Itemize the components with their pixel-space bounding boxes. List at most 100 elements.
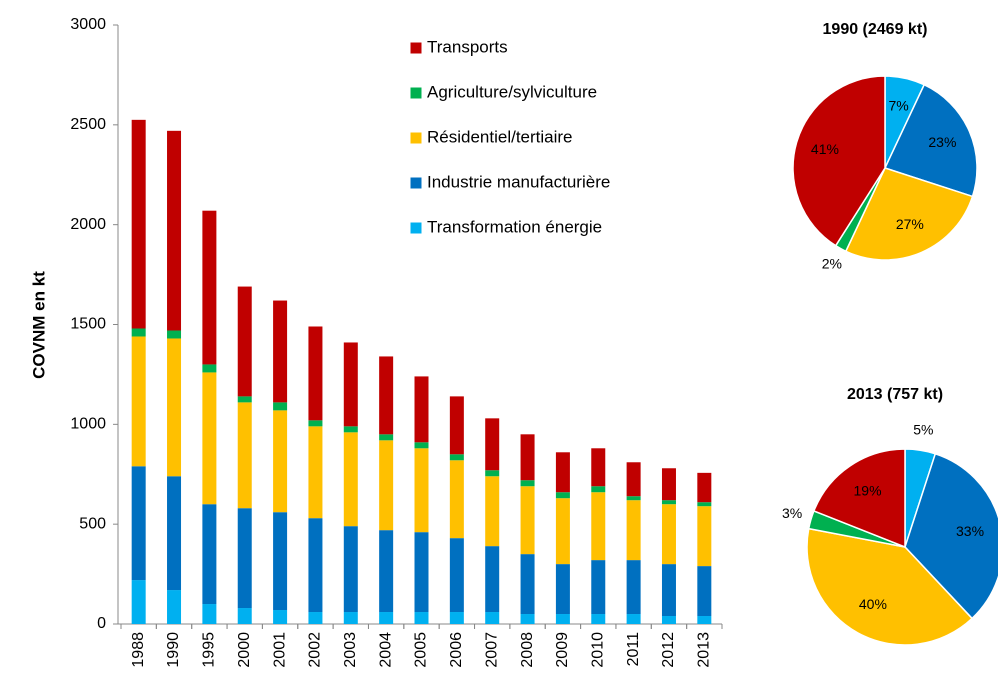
- bar-segment: [520, 486, 535, 555]
- bar-segment: [485, 612, 500, 624]
- bar-segment: [591, 560, 606, 615]
- bar-segment: [591, 614, 606, 624]
- bar-segment: [591, 492, 606, 561]
- bar-segment: [379, 612, 394, 624]
- x-tick-label: 2001: [271, 632, 288, 668]
- y-tick-label: 3000: [70, 16, 106, 33]
- bar-segment: [273, 610, 288, 624]
- pie-title: 2013 (757 kt): [847, 386, 943, 403]
- pie-label: 2%: [822, 255, 842, 271]
- bar-segment: [273, 410, 288, 513]
- bar-segment: [343, 526, 358, 613]
- bar-segment: [202, 372, 217, 505]
- bar-segment: [202, 604, 217, 624]
- legend-label: Transports: [427, 37, 508, 56]
- bar-segment: [379, 440, 394, 531]
- x-tick-label: 2004: [377, 632, 394, 668]
- bar-segment: [202, 364, 217, 373]
- legend-swatch: [409, 176, 423, 190]
- y-tick-label: 2000: [70, 216, 106, 233]
- bar-segment: [626, 500, 641, 561]
- bar-segment: [131, 119, 146, 329]
- legend-label: Agriculture/sylviculture: [427, 82, 597, 101]
- pie-label: 40%: [859, 596, 887, 612]
- pie-label: 19%: [854, 483, 882, 499]
- bar-segment: [697, 472, 712, 503]
- y-tick-label: 500: [79, 515, 106, 532]
- bar-segment: [202, 210, 217, 365]
- bar-segment: [414, 448, 429, 533]
- bar-segment: [167, 130, 182, 331]
- x-tick-label: 2006: [448, 632, 465, 668]
- x-tick-label: 1988: [130, 632, 147, 668]
- y-tick-label: 1000: [70, 416, 106, 433]
- bar-segment: [131, 580, 146, 624]
- pie-slice: [844, 167, 974, 261]
- pie-label: 7%: [889, 98, 909, 114]
- bar-segment: [167, 330, 182, 339]
- pie-slice: [904, 452, 998, 620]
- bar-segment: [167, 590, 182, 624]
- legend-label: Industrie manufacturière: [427, 172, 610, 191]
- bar-segment: [308, 518, 323, 613]
- x-tick-label: 2012: [660, 632, 677, 668]
- x-tick-label: 2005: [413, 632, 430, 668]
- bar-segment: [520, 480, 535, 487]
- pie-label: 3%: [782, 505, 802, 521]
- bar-segment: [308, 426, 323, 519]
- bar-segment: [697, 616, 712, 624]
- pie-slice: [792, 75, 886, 247]
- bar-segment: [379, 530, 394, 613]
- bar-segment: [131, 328, 146, 337]
- legend-swatch: [409, 86, 423, 100]
- x-tick-label: 2010: [589, 632, 606, 668]
- pie-slice: [806, 527, 974, 646]
- bar-segment: [237, 402, 252, 509]
- bar-segment: [661, 564, 676, 617]
- bar-segment: [308, 326, 323, 421]
- bar-segment: [697, 502, 712, 507]
- pie-label: 27%: [896, 216, 924, 232]
- bar-segment: [591, 448, 606, 487]
- bar-segment: [343, 342, 358, 427]
- bar-segment: [273, 300, 288, 403]
- bar-segment: [449, 612, 464, 624]
- bar-segment: [273, 402, 288, 411]
- bar-segment: [414, 376, 429, 443]
- bar-segment: [237, 608, 252, 624]
- bar-segment: [237, 508, 252, 609]
- x-tick-label: 2008: [519, 632, 536, 668]
- bar-segment: [626, 462, 641, 497]
- bar-segment: [343, 426, 358, 433]
- bar-segment: [308, 420, 323, 427]
- bar-segment: [449, 396, 464, 455]
- bar-segment: [485, 546, 500, 613]
- bar-segment: [414, 442, 429, 449]
- legend-swatch: [409, 41, 423, 55]
- bar-segment: [379, 356, 394, 435]
- pie-slice: [812, 448, 906, 549]
- bar-segment: [414, 532, 429, 613]
- x-tick-label: 1995: [201, 632, 218, 668]
- bar-segment: [555, 452, 570, 493]
- bar-segment: [626, 560, 641, 615]
- pie-title: 1990 (2469 kt): [823, 21, 928, 38]
- bar-segment: [520, 434, 535, 481]
- bar-segment: [485, 470, 500, 477]
- bar-segment: [697, 506, 712, 567]
- y-axis-label: COVNM en kt: [29, 271, 48, 379]
- bar-segment: [661, 500, 676, 505]
- x-tick-label: 2000: [236, 632, 253, 668]
- x-tick-label: 2011: [625, 632, 642, 667]
- y-tick-label: 2500: [70, 116, 106, 133]
- bar-segment: [131, 466, 146, 581]
- legend-label: Résidentiel/tertiaire: [427, 127, 573, 146]
- bar-segment: [343, 432, 358, 527]
- bar-segment: [167, 476, 182, 591]
- bar-segment: [591, 486, 606, 493]
- bar-segment: [449, 454, 464, 461]
- bar-segment: [661, 504, 676, 565]
- bar-segment: [237, 396, 252, 403]
- pie-label: 23%: [928, 134, 956, 150]
